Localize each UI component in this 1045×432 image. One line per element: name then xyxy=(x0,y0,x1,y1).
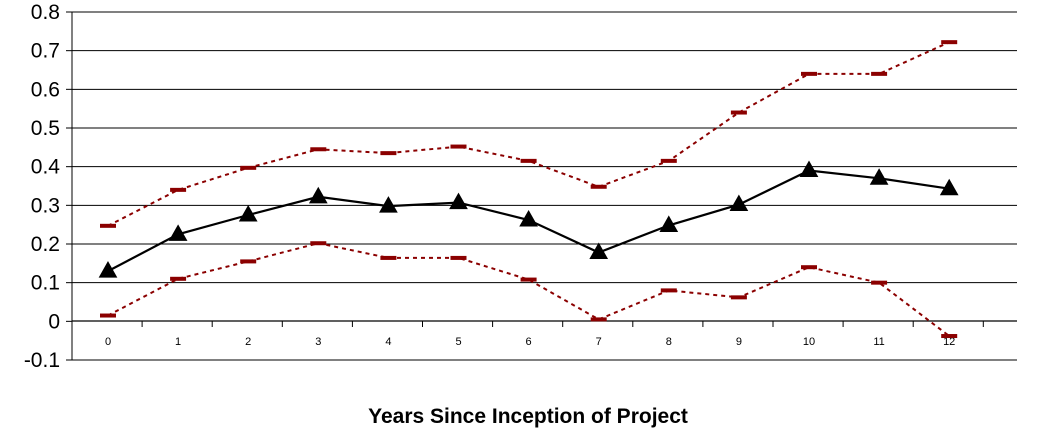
x-tick-label: 8 xyxy=(666,336,672,348)
x-tick-label: 9 xyxy=(736,336,742,348)
lower-bound-point xyxy=(871,280,888,285)
upper-bound-point xyxy=(590,184,607,189)
y-tick-label: 0.7 xyxy=(31,40,60,63)
upper-bound-point xyxy=(871,71,888,76)
lower-bound-point xyxy=(450,255,467,260)
upper-bound-point xyxy=(380,151,397,156)
gridlines xyxy=(72,11,1017,284)
upper-bound-point xyxy=(660,158,677,163)
estimate-point xyxy=(589,242,609,260)
x-tick-label: 12 xyxy=(943,336,955,348)
x-tick-label: 7 xyxy=(596,336,602,348)
x-tick-label: 2 xyxy=(245,336,251,348)
upper-bound-point xyxy=(240,165,257,170)
upper-bound-point xyxy=(941,40,958,45)
axes xyxy=(66,11,1017,361)
x-axis-label: Years Since Inception of Project xyxy=(368,405,688,428)
lower-bound-point xyxy=(941,334,958,339)
x-tick-label: 11 xyxy=(873,336,884,348)
lower-bound-point xyxy=(590,317,607,322)
lower-bound-point xyxy=(240,259,257,264)
y-tick-label: -0.1 xyxy=(24,349,60,372)
lower-bound-point xyxy=(801,265,817,270)
upper-bound-point xyxy=(450,144,467,149)
lower-bound-point xyxy=(380,255,397,260)
lower-bound-point xyxy=(660,288,677,293)
estimate-point xyxy=(519,210,538,227)
estimate-point xyxy=(449,192,468,210)
y-tick-label: 0.2 xyxy=(31,233,60,256)
estimate-point xyxy=(939,178,959,196)
upper-bound-point xyxy=(170,187,187,192)
y-tick-label: 0.3 xyxy=(31,194,60,217)
x-tick-labels: 0 1 2 3 4 5 6 7 8 9 10 11 12 xyxy=(105,336,955,348)
upper-bound-point xyxy=(730,110,747,115)
lower-bound-point xyxy=(100,313,116,318)
y-tick-label: 0.6 xyxy=(31,78,60,101)
x-tick-label: 3 xyxy=(315,336,321,348)
lower-bound-point xyxy=(520,277,537,282)
lower-bound-point xyxy=(170,276,187,281)
x-tick-label: 4 xyxy=(385,336,391,348)
estimate-point xyxy=(168,224,188,241)
y-tick-label: 0.5 xyxy=(31,117,60,140)
lower-bound-point xyxy=(730,295,747,300)
estimate-point xyxy=(729,194,749,212)
y-tick-label: 0 xyxy=(48,310,60,333)
upper-bound-point xyxy=(310,147,327,152)
upper-bound-point xyxy=(520,158,537,163)
estimate-point xyxy=(379,196,398,213)
estimate-point xyxy=(308,186,328,204)
estimate-point xyxy=(98,261,118,278)
estimate-point xyxy=(659,215,679,232)
y-tick-label: 0.1 xyxy=(31,272,60,295)
estimate-point xyxy=(238,204,258,222)
y-tick-label: 0.4 xyxy=(31,156,61,179)
x-tick-label: 5 xyxy=(455,336,461,348)
y-tick-label: 0.8 xyxy=(31,1,60,24)
estimate-point xyxy=(799,160,819,178)
lower-bound-point xyxy=(310,241,327,246)
upper-bound-point xyxy=(100,223,116,228)
x-tick-label: 1 xyxy=(175,336,181,348)
x-tick-label: 6 xyxy=(526,336,532,348)
upper-bound-point xyxy=(801,71,817,76)
upper-bound-line xyxy=(107,41,950,227)
lower-bound-line xyxy=(107,242,950,337)
x-tick-label: 10 xyxy=(803,336,815,348)
series xyxy=(98,40,959,339)
y-tick-labels: -0.1 0 0.1 0.2 0.3 0.4 0.5 0.6 0.7 0.8 xyxy=(24,1,60,372)
estimate-point xyxy=(869,168,889,185)
x-tick-label: 0 xyxy=(105,336,111,348)
